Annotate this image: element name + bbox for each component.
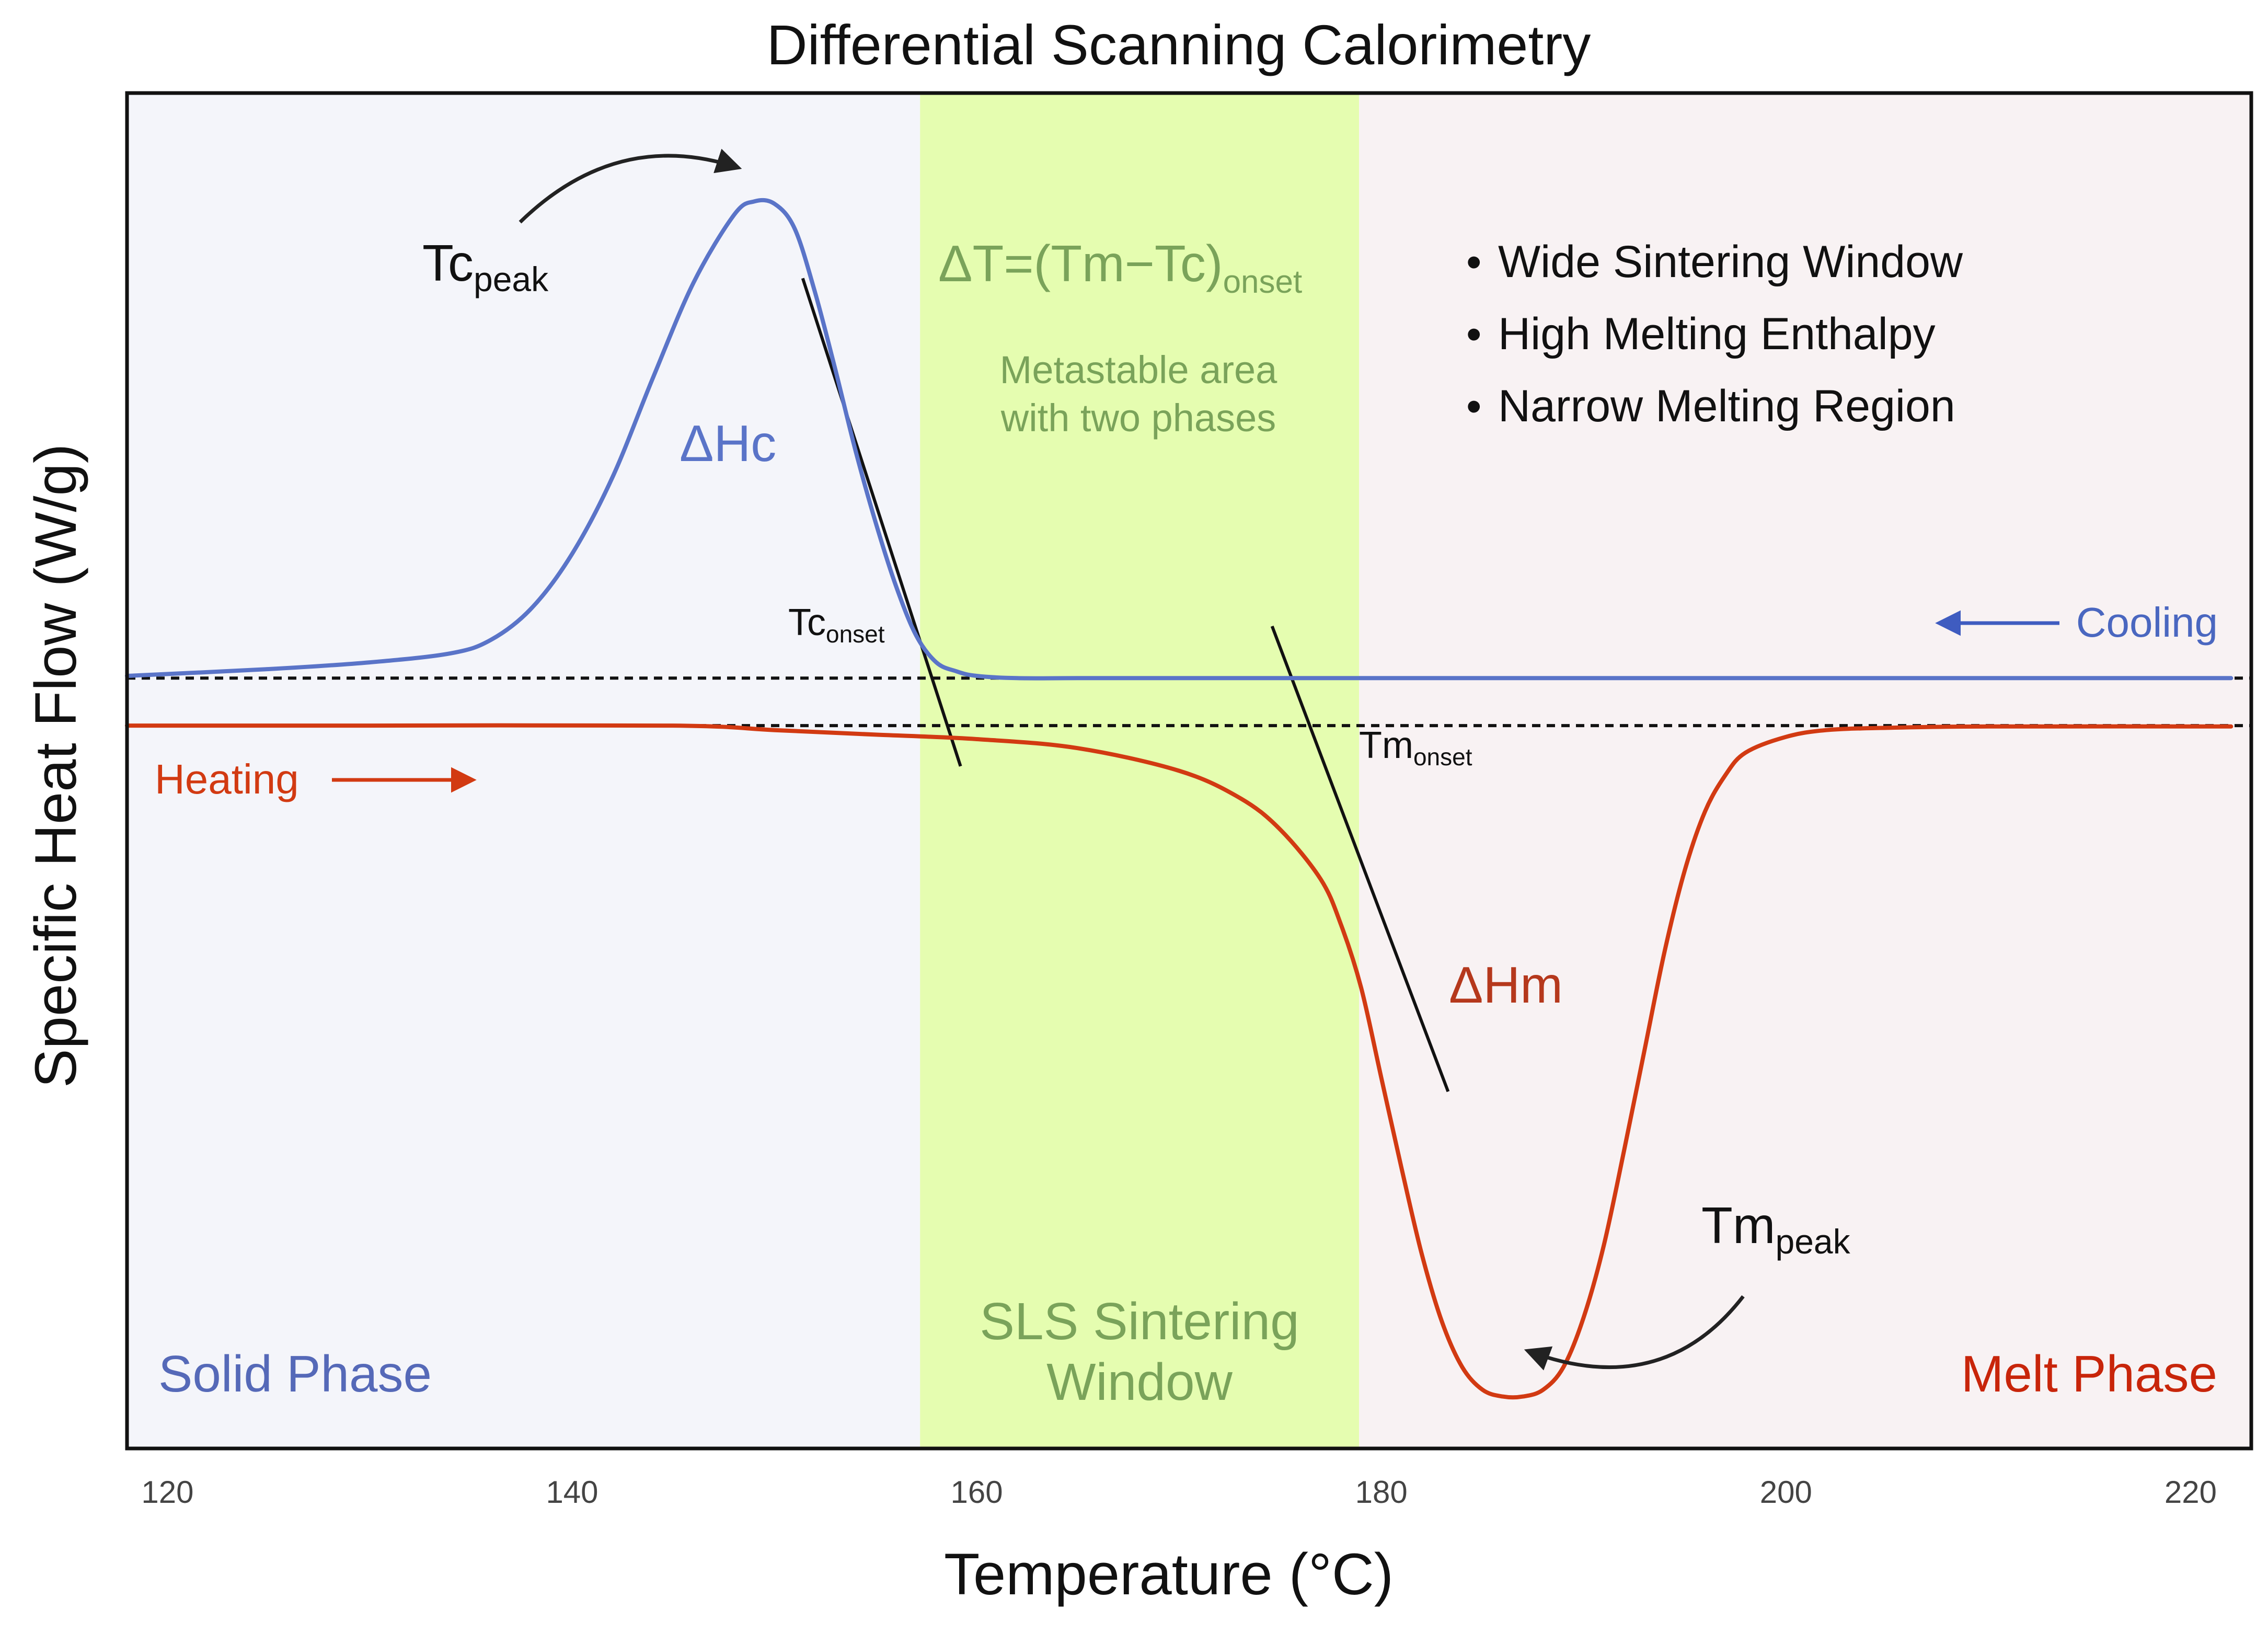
delta-t-label: ΔT=(Tm−Tc)onset [938, 235, 1302, 300]
onset-tangents [801, 278, 1450, 1092]
phase-regions [127, 93, 2251, 1448]
tm-peak-sub: peak [1776, 1222, 1851, 1261]
bullet-3: Narrow Melting Region [1498, 381, 1955, 431]
x-tick-120: 120 [141, 1475, 193, 1510]
tm-peak-label: Tmpeak [1701, 1197, 1851, 1261]
bullet-dot-3: • [1466, 382, 1481, 431]
cooling-label: Cooling [2076, 599, 2218, 646]
solid-phase-label: Solid Phase [158, 1345, 432, 1402]
region-solid [127, 93, 920, 1448]
sinter-window-label-line1: SLS Sintering [980, 1292, 1299, 1351]
tc-onset-main: Tc [788, 602, 826, 643]
bullet-1: Wide Sintering Window [1498, 237, 1963, 287]
x-axis-ticks: 120 140 160 180 200 220 [141, 1475, 2217, 1510]
x-tick-220: 220 [2165, 1475, 2217, 1510]
x-tick-140: 140 [546, 1475, 598, 1510]
bullet-dot-2: • [1466, 309, 1481, 359]
chart-title: Differential Scanning Calorimetry [767, 13, 1591, 76]
metastable-line1: Metastable area [1000, 348, 1277, 392]
tm-onset-sub: onset [1413, 743, 1472, 770]
bullet-dot-1: • [1466, 237, 1481, 286]
tc-onset-tangent [801, 278, 962, 767]
sinter-window-label-line2: Window [1046, 1353, 1233, 1411]
tc-peak-arrow [519, 148, 742, 224]
tm-onset-label: Tmonset [1359, 724, 1472, 770]
dsc-series [125, 198, 2234, 1400]
series-cooling [125, 198, 2234, 681]
delta-hm-label: ΔHm [1449, 956, 1563, 1014]
melt-phase-label: Melt Phase [1961, 1345, 2217, 1402]
tm-peak-arrow [1524, 1295, 1745, 1371]
x-tick-160: 160 [951, 1475, 1003, 1510]
metastable-line2: with two phases [1000, 396, 1276, 440]
tc-peak-label: Tcpeak [422, 234, 549, 298]
region-sinter [920, 93, 1360, 1448]
tm-onset-main: Tm [1359, 724, 1413, 766]
tm-onset-tangent [1270, 625, 1450, 1092]
delta-t-sub: onset [1223, 264, 1303, 300]
heating-label: Heating [155, 756, 299, 802]
y-axis-label: Specific Heat Flow (W/g) [23, 444, 88, 1088]
tc-onset-label: Tconset [788, 602, 885, 648]
tm-peak-main: Tm [1701, 1197, 1776, 1254]
tc-peak-main: Tc [422, 234, 474, 292]
series-heating [125, 723, 2234, 1400]
x-axis-label: Temperature (°C) [944, 1542, 1394, 1607]
bullet-2: High Melting Enthalpy [1498, 309, 1936, 359]
x-tick-180: 180 [1355, 1475, 1408, 1510]
x-tick-200: 200 [1760, 1475, 1812, 1510]
property-bullets: • Wide Sintering Window • High Melting E… [1466, 237, 1963, 431]
delta-t-main: ΔT=(Tm−Tc) [938, 235, 1223, 292]
delta-hc-label: ΔHc [680, 415, 776, 472]
tc-peak-sub: peak [474, 260, 549, 298]
plot-frame [125, 91, 2253, 1451]
tc-onset-sub: onset [826, 620, 885, 648]
region-melt [1359, 93, 2251, 1448]
